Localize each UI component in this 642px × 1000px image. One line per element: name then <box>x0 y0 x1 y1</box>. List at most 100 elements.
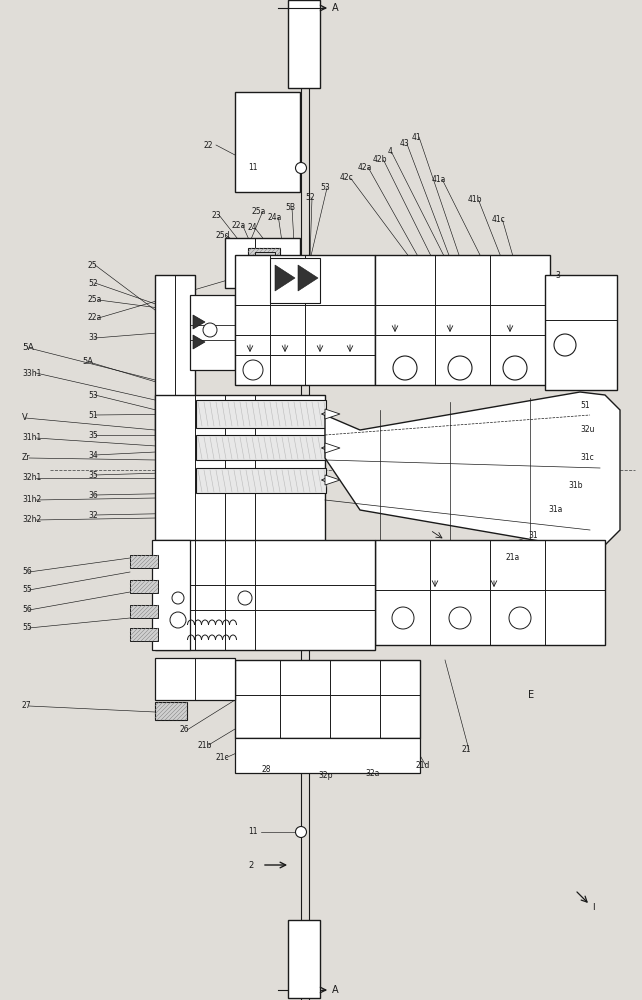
Text: 21b: 21b <box>198 740 213 750</box>
Bar <box>190 295 235 370</box>
Text: 52: 52 <box>305 194 315 202</box>
Text: 22: 22 <box>203 140 213 149</box>
Text: 36: 36 <box>88 490 98 499</box>
Bar <box>155 395 325 545</box>
Circle shape <box>295 826 306 838</box>
Bar <box>130 580 158 593</box>
Text: 27: 27 <box>22 702 31 710</box>
Text: 32p: 32p <box>318 770 333 780</box>
Bar <box>196 468 326 493</box>
Text: 41: 41 <box>412 132 422 141</box>
Text: 31b: 31b <box>568 481 582 489</box>
Text: 35: 35 <box>88 471 98 480</box>
Text: 24: 24 <box>248 224 257 232</box>
Text: 5B: 5B <box>285 204 295 213</box>
Text: 34: 34 <box>88 450 98 460</box>
Text: 22a: 22a <box>88 314 102 322</box>
Circle shape <box>393 356 417 380</box>
Text: 56: 56 <box>22 605 31 614</box>
Polygon shape <box>325 392 620 548</box>
Bar <box>152 540 190 650</box>
Text: 2: 2 <box>248 860 253 869</box>
Text: 33: 33 <box>88 334 98 342</box>
Polygon shape <box>325 475 340 485</box>
Text: Zr: Zr <box>22 454 31 462</box>
Text: 31h2: 31h2 <box>22 495 41 504</box>
Text: 25a: 25a <box>252 208 266 217</box>
Bar <box>255 252 275 264</box>
Circle shape <box>295 162 306 174</box>
Text: 32a: 32a <box>365 768 379 778</box>
Text: 22a: 22a <box>232 221 247 230</box>
Text: 41b: 41b <box>468 196 483 205</box>
Bar <box>130 605 158 618</box>
Polygon shape <box>325 409 340 419</box>
Bar <box>235 92 300 192</box>
Text: I: I <box>592 904 594 912</box>
Text: 33h1: 33h1 <box>22 368 41 377</box>
Circle shape <box>172 592 184 604</box>
Text: 25a: 25a <box>88 296 102 304</box>
Polygon shape <box>275 265 295 291</box>
Bar <box>130 628 158 641</box>
Text: 55: 55 <box>22 585 31 594</box>
Text: 32u: 32u <box>580 426 594 434</box>
Text: 5A: 5A <box>22 344 34 353</box>
Text: 32: 32 <box>88 510 98 520</box>
Polygon shape <box>325 443 340 453</box>
Circle shape <box>509 607 531 629</box>
Text: 3: 3 <box>555 270 560 279</box>
Text: 21d: 21d <box>415 760 429 770</box>
Text: 31a: 31a <box>548 506 562 514</box>
Text: 31c: 31c <box>580 454 594 462</box>
Circle shape <box>449 607 471 629</box>
Text: V: V <box>22 414 28 422</box>
Text: 26: 26 <box>180 726 189 734</box>
Bar <box>235 255 375 385</box>
Circle shape <box>503 356 527 380</box>
Circle shape <box>448 356 472 380</box>
Bar <box>288 920 320 998</box>
Bar <box>375 540 605 645</box>
Circle shape <box>392 607 414 629</box>
Bar <box>375 255 550 385</box>
Text: 21a: 21a <box>505 554 519 562</box>
Bar <box>235 660 420 738</box>
Text: 55: 55 <box>22 624 31 633</box>
Text: 41a: 41a <box>432 176 446 184</box>
Text: 11: 11 <box>248 828 257 836</box>
Circle shape <box>243 360 263 380</box>
Polygon shape <box>298 265 318 291</box>
Text: 52: 52 <box>88 278 98 288</box>
Bar <box>225 238 300 288</box>
Bar <box>155 540 375 650</box>
Text: 25: 25 <box>88 260 98 269</box>
Bar <box>288 0 320 88</box>
Text: A: A <box>332 3 338 13</box>
Text: E: E <box>528 690 534 700</box>
Text: 4: 4 <box>388 147 393 156</box>
Circle shape <box>554 334 576 356</box>
Circle shape <box>238 591 252 605</box>
Bar <box>155 702 187 720</box>
Bar <box>155 275 195 440</box>
Text: 21: 21 <box>462 746 471 754</box>
Text: 23: 23 <box>212 211 221 220</box>
Text: 41c: 41c <box>492 216 506 225</box>
Text: 56: 56 <box>22 568 31 576</box>
Circle shape <box>170 612 186 628</box>
Text: 51: 51 <box>580 400 589 410</box>
Text: A: A <box>332 985 338 995</box>
Text: 25d: 25d <box>215 231 229 239</box>
Text: 42c: 42c <box>340 174 354 182</box>
Text: 31: 31 <box>528 530 537 540</box>
Text: 32h2: 32h2 <box>22 516 41 524</box>
Bar <box>270 258 320 303</box>
Polygon shape <box>193 335 205 349</box>
Text: 21c: 21c <box>215 754 229 762</box>
Text: 35: 35 <box>88 430 98 440</box>
Circle shape <box>203 323 217 337</box>
Text: 11: 11 <box>248 162 257 172</box>
Bar <box>196 400 326 428</box>
Text: 43: 43 <box>400 139 410 148</box>
